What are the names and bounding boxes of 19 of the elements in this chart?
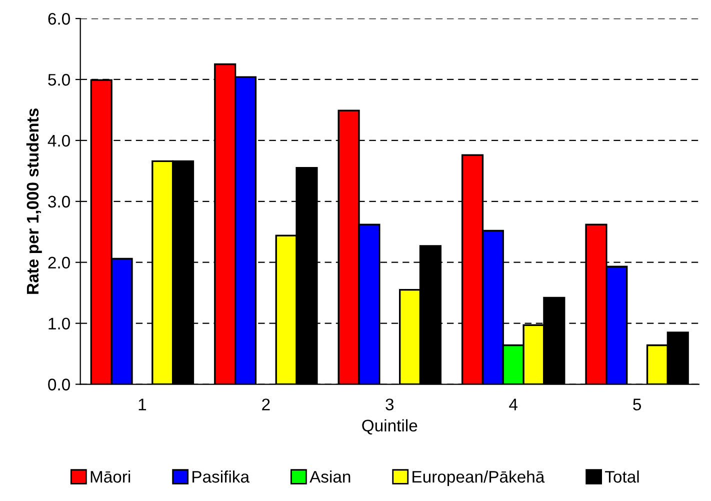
y-tick-label: 0.0 <box>48 378 70 390</box>
legend-label: European/Pākehā <box>412 470 545 486</box>
legend-label: Māori <box>90 470 130 483</box>
y-tick-label: 4.0 <box>48 134 70 147</box>
y-tick-label: 1.0 <box>48 318 70 330</box>
x-tick-label: 3 <box>386 398 394 410</box>
x-tick-label: 1 <box>138 398 146 410</box>
legend-label: Asian <box>310 470 350 483</box>
y-tick-label: 5.0 <box>48 74 70 86</box>
y-axis-title: Rate per 1,000 students <box>26 108 42 294</box>
legend-label: Total <box>605 470 639 483</box>
y-tick-label: 2.0 <box>48 256 70 269</box>
y-tick-label: 3.0 <box>48 196 70 208</box>
x-tick-label: 2 <box>262 398 270 410</box>
x-axis-title: Quintile <box>362 419 418 434</box>
x-tick-label: 5 <box>633 398 641 410</box>
legend-label: Pasifika <box>192 470 250 483</box>
x-tick-label: 4 <box>509 398 518 410</box>
y-tick-label: 6.0 <box>48 12 70 25</box>
